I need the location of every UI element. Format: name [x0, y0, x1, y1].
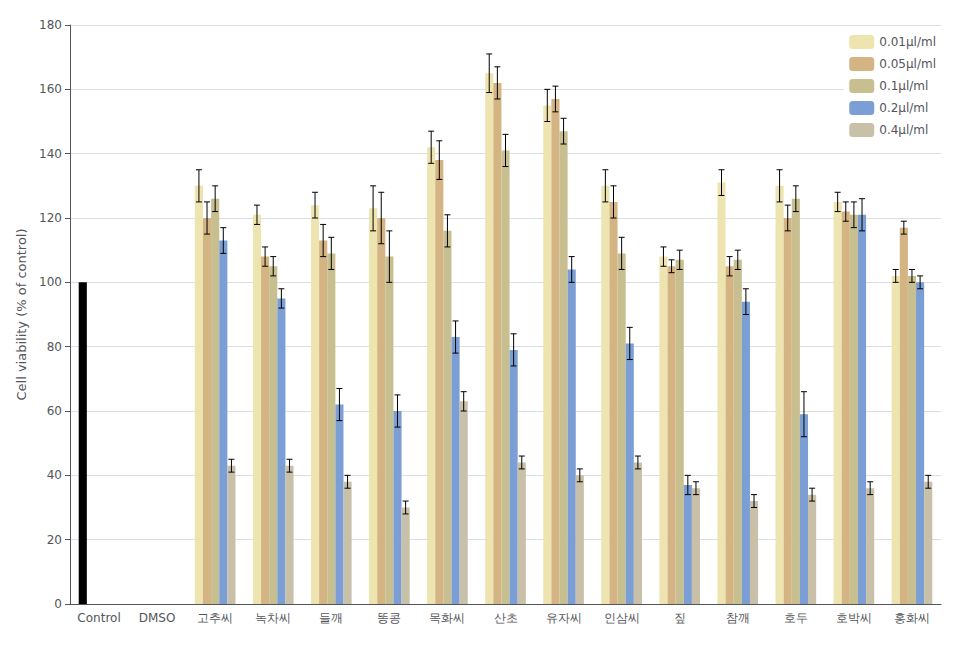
svg-text:0.05μl/ml: 0.05μl/ml — [879, 57, 936, 71]
svg-text:40: 40 — [47, 468, 62, 482]
svg-text:똥콩: 똥콩 — [377, 611, 401, 625]
svg-text:160: 160 — [39, 82, 62, 96]
svg-text:20: 20 — [47, 533, 62, 547]
svg-text:호두: 호두 — [784, 611, 808, 625]
svg-text:Cell viability (% of control): Cell viability (% of control) — [14, 228, 29, 400]
svg-text:참깨: 참깨 — [726, 611, 750, 625]
svg-text:호박씨: 호박씨 — [836, 611, 872, 625]
svg-text:DMSO: DMSO — [139, 611, 176, 625]
svg-text:0.01μl/ml: 0.01μl/ml — [879, 35, 936, 49]
svg-text:홍화씨: 홍화씨 — [894, 611, 930, 625]
svg-text:인삼씨: 인삼씨 — [604, 611, 640, 625]
svg-text:들깨: 들깨 — [319, 611, 343, 625]
svg-text:0.4μl/ml: 0.4μl/ml — [879, 123, 928, 137]
svg-text:100: 100 — [39, 275, 62, 289]
svg-text:0.1μl/ml: 0.1μl/ml — [879, 79, 928, 93]
svg-text:120: 120 — [39, 211, 62, 225]
svg-text:0.2μl/ml: 0.2μl/ml — [879, 101, 928, 115]
svg-text:고추씨: 고추씨 — [197, 611, 233, 625]
svg-text:0: 0 — [54, 597, 62, 611]
svg-text:유자씨: 유자씨 — [546, 611, 582, 625]
svg-text:140: 140 — [39, 147, 62, 161]
svg-text:목화씨: 목화씨 — [429, 611, 465, 625]
svg-text:Control: Control — [77, 611, 120, 625]
svg-text:녹차씨: 녹차씨 — [255, 611, 291, 625]
svg-text:180: 180 — [39, 18, 62, 32]
svg-text:짚: 짚 — [674, 611, 686, 625]
svg-text:80: 80 — [47, 340, 62, 354]
svg-text:산초: 산초 — [494, 611, 518, 625]
svg-text:60: 60 — [47, 404, 62, 418]
